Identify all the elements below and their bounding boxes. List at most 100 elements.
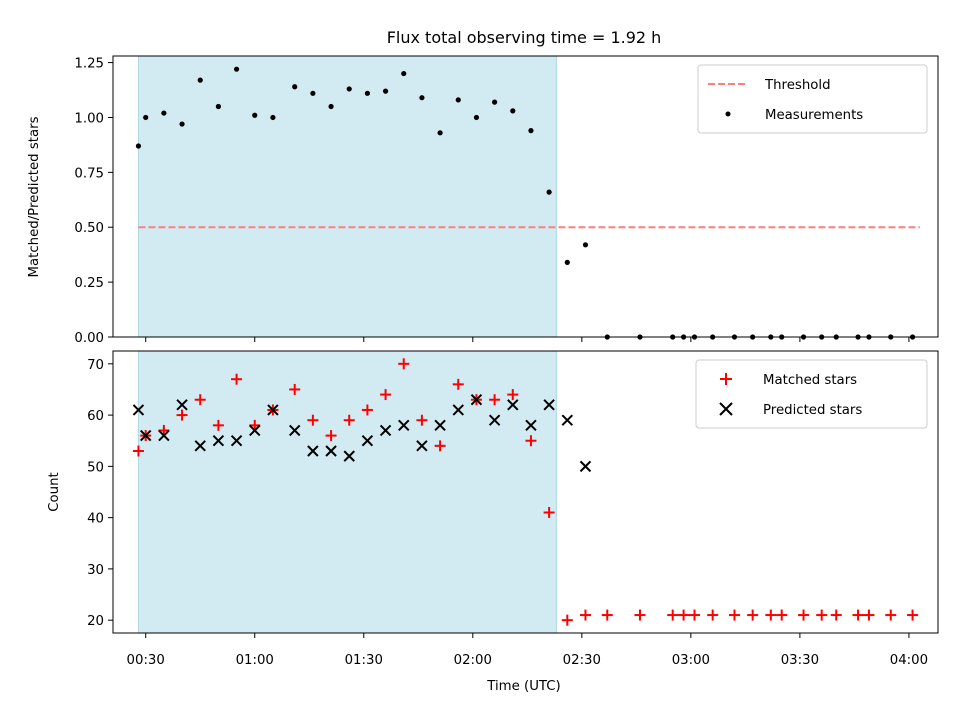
top-ytick-label: 0.00 bbox=[74, 331, 104, 346]
legend-threshold-label: Threshold bbox=[764, 78, 831, 93]
bottom-y-axis-label: Count bbox=[47, 472, 62, 512]
measurement-point bbox=[382, 88, 389, 94]
measurement-point bbox=[437, 130, 443, 136]
top-legend-box bbox=[697, 64, 928, 134]
predicted-star-point bbox=[158, 429, 170, 442]
predicted-star-point bbox=[249, 424, 261, 437]
top-ytick-label: 1.00 bbox=[74, 111, 104, 126]
predicted-star-point bbox=[525, 419, 537, 432]
top-y-axis-label: Matched/Predicted stars bbox=[27, 116, 42, 277]
predicted-star-point bbox=[561, 414, 574, 426]
bottom-xtick-label: 01:00 bbox=[236, 653, 274, 668]
bottom-y-axis: 20 30 40 50 60 70 bbox=[87, 358, 113, 629]
measurement-point bbox=[179, 121, 185, 127]
measurement-point bbox=[328, 103, 334, 110]
predicted-star-point bbox=[470, 394, 483, 406]
measurement-point bbox=[346, 86, 352, 92]
predicted-star-point bbox=[416, 440, 428, 452]
legend-measurements-label: Measurements bbox=[765, 108, 863, 123]
predicted-star-point bbox=[543, 399, 555, 411]
top-legend: Threshold Measurements bbox=[697, 64, 928, 134]
measurement-point bbox=[135, 143, 142, 149]
matched-star-point bbox=[728, 609, 740, 621]
measurement-point bbox=[510, 108, 516, 114]
top-shaded-region bbox=[137, 55, 557, 338]
predicted-star-point bbox=[267, 404, 279, 416]
bottom-axes-frame bbox=[112, 350, 939, 634]
chart-title: Flux total observing time = 1.92 h bbox=[387, 28, 662, 47]
predicted-star-point bbox=[488, 414, 501, 426]
bottom-xtick-label: 02:30 bbox=[563, 653, 601, 668]
matched-star-point bbox=[158, 424, 170, 436]
bottom-xtick-label: 04:00 bbox=[890, 653, 928, 668]
bottom-x-axis: 00:30 01:00 01:30 02:00 02:30 03:00 03:30 04:00 bbox=[127, 633, 928, 668]
predicted-star-point bbox=[343, 450, 355, 462]
measurement-point bbox=[233, 66, 240, 72]
bottom-ytick-label: 20 bbox=[87, 614, 104, 629]
top-ytick-label: 0.75 bbox=[74, 166, 104, 181]
measurement-point bbox=[161, 110, 167, 116]
measurement-point bbox=[310, 90, 316, 96]
predicted-star-point bbox=[507, 399, 519, 411]
predicted-star-point bbox=[194, 440, 206, 452]
predicted-star-point bbox=[176, 399, 188, 411]
legend-matched-swatch bbox=[720, 373, 732, 385]
predicted-star-point bbox=[140, 429, 152, 442]
matched-star-point bbox=[579, 609, 591, 621]
top-x-ticks bbox=[145, 337, 910, 342]
measurement-point bbox=[473, 114, 480, 121]
predicted-star-point bbox=[452, 404, 464, 416]
matched-star-point bbox=[601, 609, 613, 621]
matched-star-point bbox=[416, 414, 428, 426]
legend-predicted-label: Predicted stars bbox=[763, 403, 862, 418]
matched-star-point bbox=[325, 430, 337, 442]
predicted-star-point bbox=[212, 435, 225, 447]
matched-star-point bbox=[380, 389, 392, 401]
bottom-plot-area bbox=[132, 350, 919, 634]
matched-star-point bbox=[863, 609, 875, 621]
matched-star-point bbox=[852, 609, 864, 621]
bottom-xtick-label: 03:00 bbox=[672, 653, 710, 668]
measurement-point bbox=[270, 114, 276, 121]
matched-star-point bbox=[398, 358, 410, 370]
matched-star-point bbox=[507, 389, 519, 401]
measurement-point bbox=[455, 97, 461, 103]
bottom-ytick-label: 30 bbox=[87, 563, 104, 578]
predicted-star-point bbox=[398, 419, 410, 432]
matched-star-point bbox=[289, 383, 301, 395]
measurement-point bbox=[215, 103, 221, 110]
predicted-star-point bbox=[132, 404, 145, 416]
matched-star-point bbox=[765, 609, 777, 621]
matched-star-point bbox=[907, 609, 919, 621]
matched-star-point bbox=[747, 609, 759, 621]
bottom-legend-box bbox=[695, 359, 928, 429]
bottom-legend: Matched stars Predicted stars bbox=[695, 359, 928, 429]
bottom-ytick-label: 40 bbox=[87, 512, 104, 527]
bottom-xtick-label: 03:30 bbox=[781, 653, 819, 668]
top-ytick-label: 1.25 bbox=[74, 57, 104, 72]
matched-star-point bbox=[798, 609, 810, 621]
measurement-point bbox=[252, 112, 258, 118]
measurement-point bbox=[401, 70, 407, 77]
matched-star-point bbox=[885, 609, 897, 621]
measurement-point bbox=[564, 259, 570, 265]
measurement-point bbox=[364, 90, 371, 96]
matched-star-point bbox=[489, 394, 501, 406]
measurement-point bbox=[197, 77, 203, 83]
bottom-ytick-label: 70 bbox=[87, 358, 104, 373]
predicted-star-point bbox=[289, 424, 301, 437]
measurement-point bbox=[582, 242, 589, 248]
matched-star-point bbox=[452, 378, 464, 390]
matched-star-point bbox=[678, 609, 690, 621]
matched-star-point bbox=[525, 435, 537, 447]
bottom-ytick-label: 50 bbox=[87, 460, 104, 475]
bottom-x-axis-label: Time (UTC) bbox=[486, 679, 561, 694]
legend-predicted-swatch bbox=[719, 402, 733, 416]
legend-matched-label: Matched stars bbox=[763, 373, 857, 388]
matched-star-point bbox=[343, 414, 355, 426]
measurement-point bbox=[419, 95, 425, 101]
matched-star-point bbox=[307, 414, 319, 426]
predicted-star-point bbox=[361, 435, 374, 447]
legend-measurements-swatch bbox=[725, 111, 731, 117]
